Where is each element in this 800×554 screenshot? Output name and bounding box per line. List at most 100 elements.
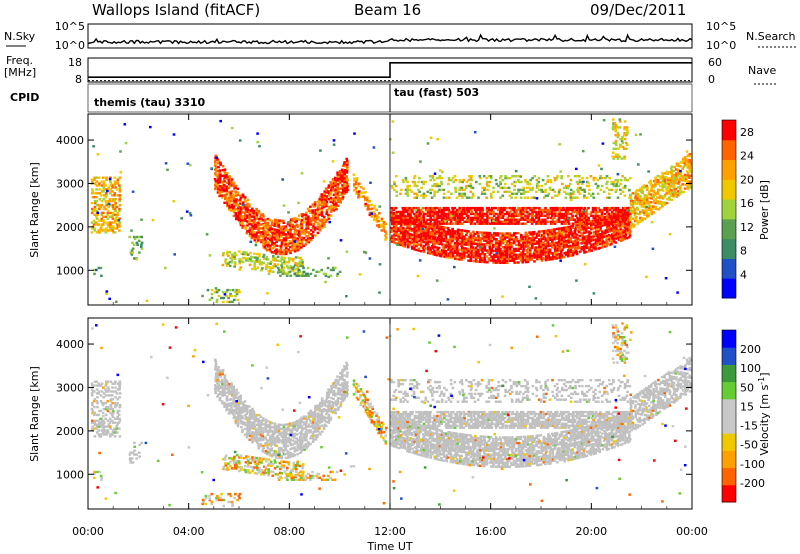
scatter-cell: [451, 235, 455, 238]
scatter-cell: [280, 266, 284, 269]
scatter-cell: [508, 212, 511, 216]
scatter-cell: [118, 198, 121, 201]
scatter-cell: [223, 176, 227, 179]
scatter-cell: [571, 206, 575, 210]
scatter-cell: [253, 264, 256, 267]
scatter-cell: [556, 214, 559, 218]
scatter-cell: [248, 203, 251, 206]
scatter-cell: [601, 240, 605, 243]
scatter-cell: [101, 411, 105, 415]
scatter-cell: [558, 256, 562, 260]
scatter-cell: [248, 213, 252, 216]
scatter-cell: [525, 249, 529, 252]
scatter-cell: [93, 472, 96, 476]
scatter-cell: [279, 270, 282, 274]
scatter-cell: [408, 184, 412, 188]
scatter-cell: [427, 208, 430, 212]
scatter-cell: [408, 218, 412, 221]
scatter-cell: [554, 249, 557, 253]
scatter-cell: [621, 175, 624, 178]
scatter-cell: [323, 194, 326, 197]
scatter-cell: [438, 220, 442, 223]
scatter-cell: [235, 253, 238, 257]
scatter-cell: [395, 214, 398, 218]
scatter-cell: [615, 214, 618, 218]
scatter-cell: [445, 242, 449, 245]
scatter-cell: [332, 268, 335, 272]
scatter-cell: [524, 208, 528, 212]
scatter-cell: [390, 184, 394, 188]
scatter-cell: [273, 242, 277, 245]
scatter-cell: [538, 249, 541, 253]
scatter-cell: [249, 257, 252, 261]
scatter-cell: [401, 240, 405, 243]
scatter-cell: [418, 226, 421, 229]
scatter-cell: [323, 190, 326, 193]
scatter-cell: [483, 212, 486, 216]
scatter-cell: [551, 254, 555, 257]
scatter-cell: [111, 402, 114, 405]
scatter-cell: [270, 251, 274, 254]
scatter-cell: [463, 256, 466, 260]
scatter-cell: [456, 234, 459, 237]
scatter-cell: [674, 178, 678, 181]
scatter-cell: [522, 239, 525, 242]
scatter-cell: [455, 208, 459, 212]
scatter-cell: [445, 220, 449, 223]
scatter-cell: [218, 169, 222, 172]
scatter-cell: [300, 259, 304, 262]
scatter-cell: [440, 212, 444, 216]
scatter-cell: [541, 190, 545, 193]
scatter-cell: [282, 249, 286, 252]
scatter-cell: [241, 218, 244, 222]
scatter-cell: [264, 226, 267, 229]
scatter-cell: [467, 236, 471, 239]
scatter-cell: [239, 216, 243, 219]
scatter-cell: [688, 184, 692, 187]
scatter-cell: [557, 218, 561, 221]
scatter-cell: [451, 251, 455, 254]
scatter-cell: [458, 192, 461, 195]
scatter-cell: [262, 232, 265, 236]
scatter-cell: [224, 262, 228, 265]
scatter-cell: [214, 287, 218, 290]
scatter-cell: [444, 196, 448, 199]
scatter-cell: [336, 187, 339, 190]
scatter-cell: [602, 119, 606, 122]
scatter-cell: [582, 218, 586, 221]
scatter-cell: [672, 185, 676, 188]
scatter-cell: [596, 218, 600, 221]
scatter-cell: [467, 214, 470, 218]
scatter-cell: [544, 254, 548, 258]
scatter-cell: [556, 194, 559, 197]
scatter-cell: [635, 202, 639, 205]
scatter-cell: [574, 214, 578, 218]
scatter-cell: [603, 222, 607, 225]
scatter-cell: [306, 266, 310, 270]
scatter-cell: [252, 225, 255, 228]
scatter-cell: [113, 199, 116, 203]
scatter-cell: [549, 228, 553, 232]
scatter-cell: [512, 240, 516, 243]
scatter-cell: [286, 266, 290, 270]
scatter-cell: [579, 216, 582, 220]
scatter-cell: [492, 210, 495, 214]
scatter-cell: [373, 205, 376, 208]
scatter-cell: [607, 237, 611, 241]
scatter-cell: [460, 231, 463, 234]
scatter-cell: [233, 203, 236, 206]
scatter-cell: [551, 218, 555, 221]
scatter-cell: [529, 220, 532, 223]
scatter-cell: [598, 233, 602, 236]
scatter-cell: [458, 256, 461, 259]
scatter-cell: [652, 193, 656, 197]
scatter-cell: [338, 192, 342, 196]
scatter-cell: [327, 257, 330, 260]
scatter-cell: [417, 216, 421, 220]
scatter-cell: [483, 231, 486, 234]
scatter-cell: [280, 229, 284, 232]
scatter-cell: [481, 186, 484, 190]
scatter-cell: [665, 201, 669, 205]
scatter-cell: [431, 206, 434, 210]
scatter-cell: [524, 190, 527, 193]
